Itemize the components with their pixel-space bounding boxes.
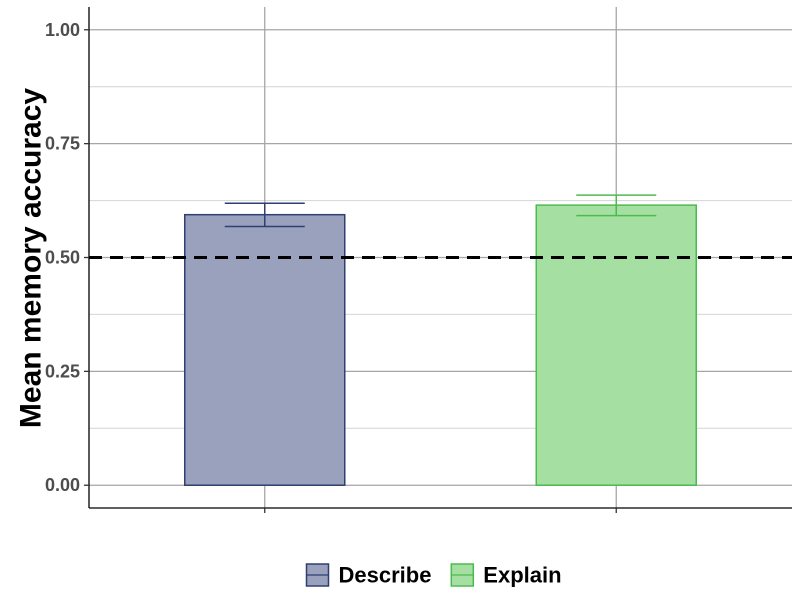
legend: Describe Explain (305, 563, 562, 588)
y-tick-label: 0.00 (45, 475, 80, 495)
legend-label-describe: Describe (339, 563, 432, 588)
bars (184, 194, 697, 486)
y-tick-label: 0.50 (45, 248, 80, 268)
y-tick-label: 1.00 (45, 20, 80, 40)
y-tick-labels: 0.00 0.25 0.50 0.75 1.00 (45, 20, 80, 495)
y-tick-label: 0.25 (45, 361, 80, 381)
legend-label-explain: Explain (483, 563, 561, 588)
y-axis-title: Mean memory accuracy (15, 88, 48, 428)
axes (84, 7, 792, 513)
y-tick-label: 0.75 (45, 134, 80, 154)
bar-explain (535, 204, 697, 486)
bar-describe (184, 213, 346, 486)
